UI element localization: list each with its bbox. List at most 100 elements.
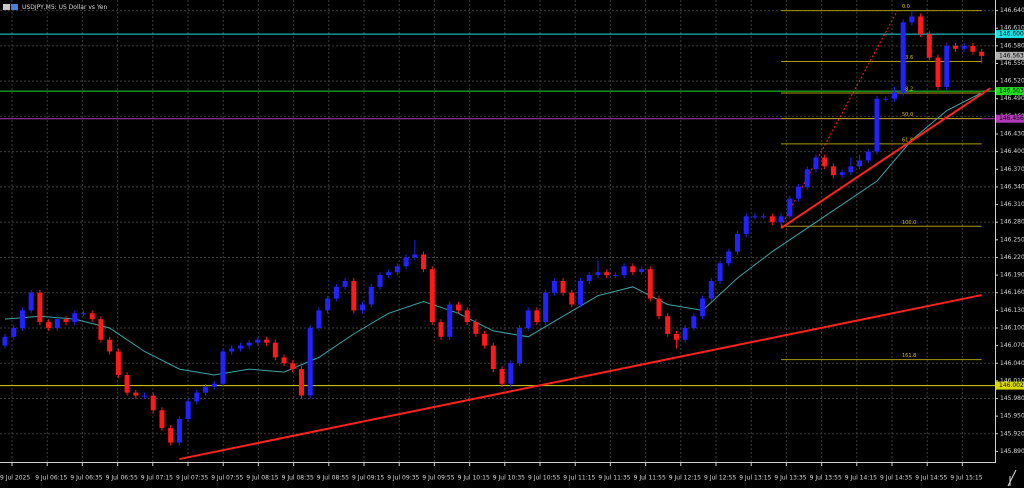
y-tick-label: 145.950 [1000, 413, 1024, 420]
fibo-label: 61.8 [902, 137, 913, 143]
y-tick-label: 146.610 [1000, 25, 1024, 32]
x-tick-label: 9 Jul 07:55 [211, 475, 243, 482]
x-tick-label: 9 Jul 08:15 [246, 475, 278, 482]
level-price-box [996, 87, 1024, 96]
x-tick-label: 9 Jul 10:55 [528, 475, 560, 482]
level-price-label: 146.456 [999, 115, 1024, 122]
y-tick-label: 146.310 [1000, 201, 1024, 208]
candle-body [211, 383, 217, 387]
candle-body [796, 186, 802, 199]
candle-body [822, 157, 828, 167]
level-price-label: 146.002 [999, 382, 1024, 389]
candle-body [63, 319, 69, 323]
candle-body [787, 198, 793, 217]
x-tick-label: 9 Jul 10:35 [493, 475, 525, 482]
candle-body [2, 336, 8, 346]
current-price-box [996, 51, 1024, 60]
candle-body [804, 169, 810, 187]
x-tick-label: 9 Jul 09:15 [352, 475, 384, 482]
x-tick-label: 9 Jul 14:35 [880, 475, 912, 482]
y-tick-label: 146.220 [1000, 254, 1024, 261]
candle-body [403, 257, 409, 267]
chart-title: USDJPY,M5: US Dollar vs Yen [22, 4, 107, 11]
candle-body [534, 310, 540, 323]
candle-body [682, 327, 688, 340]
fibo-label: 100.0 [902, 220, 916, 226]
x-tick-label: 9 Jul 13:55 [810, 475, 842, 482]
candle-body [89, 313, 95, 320]
candle-body [865, 151, 871, 161]
trend-line [179, 294, 982, 461]
y-tick-label: 146.640 [1000, 7, 1024, 14]
moving-average [4, 92, 982, 376]
candle-body [316, 310, 322, 328]
fibo-label: 23.6 [902, 55, 913, 61]
candle-body [551, 280, 557, 293]
candle-body [700, 298, 706, 317]
candle-body [961, 45, 967, 49]
corner-icon [1007, 469, 1017, 487]
candle-body [455, 304, 461, 311]
candle-body [176, 419, 182, 443]
y-tick-label: 145.920 [1000, 430, 1024, 437]
candle-body [203, 386, 209, 393]
y-tick-label: 145.980 [1000, 395, 1024, 402]
candle-body [464, 310, 470, 323]
candle-body [421, 254, 427, 270]
candle-body [246, 342, 252, 346]
candle-body [159, 410, 165, 428]
candle-body [394, 266, 400, 273]
level-price-label: 146.600 [999, 31, 1024, 38]
candle-body [970, 45, 976, 52]
candle-body [412, 254, 418, 258]
candle-body [333, 286, 339, 299]
candle-body [665, 316, 671, 334]
x-tick-label: 9 Jul 06:35 [70, 475, 102, 482]
candle-body [142, 395, 148, 397]
candle-body [839, 172, 845, 176]
candle-body [639, 269, 645, 273]
candle-body [769, 216, 775, 223]
x-tick-label: 9 Jul 13:35 [774, 475, 806, 482]
candle-body [482, 333, 488, 346]
y-tick-label: 146.250 [1000, 236, 1024, 243]
candle-body [569, 292, 575, 305]
candle-body [883, 98, 889, 100]
current-price-label: 146.563 [999, 52, 1024, 59]
candle-body [944, 45, 950, 87]
candle-body [229, 348, 235, 352]
level-price-box [996, 381, 1024, 390]
x-tick-label: 9 Jul 12:55 [704, 475, 736, 482]
x-tick-label: 9 Jul 06:15 [35, 475, 67, 482]
x-tick-label: 9 Jul 11:35 [598, 475, 630, 482]
candle-body [560, 280, 566, 293]
candle-body [604, 272, 610, 276]
candle-body [952, 45, 958, 49]
x-tick-label: 9 Jul 12:15 [669, 475, 701, 482]
y-tick-label: 146.520 [1000, 78, 1024, 85]
x-tick-label: 9 Jul 08:55 [317, 475, 349, 482]
candle-body [918, 16, 924, 35]
candle-body [351, 280, 357, 311]
x-tick-label: 9 Jul 06:55 [106, 475, 138, 482]
x-tick-label: 9 Jul 14:55 [915, 475, 947, 482]
y-tick-label: 146.280 [1000, 219, 1024, 226]
fibo-label: 50.0 [902, 112, 913, 118]
y-tick-label: 146.550 [1000, 60, 1024, 67]
candle-body [778, 216, 784, 223]
candle-body [543, 292, 549, 323]
x-tick-label: 9 Jul 07:15 [141, 475, 173, 482]
candle-body [11, 327, 17, 337]
candle-body [612, 275, 618, 277]
candle-body [691, 316, 697, 328]
candle-body [857, 160, 863, 167]
candle-body [237, 345, 243, 349]
candle-body [325, 298, 331, 311]
candle-body [752, 216, 758, 218]
fibo-label: 161.8 [902, 353, 916, 359]
x-tick-label: 9 Jul 09:55 [422, 475, 454, 482]
y-tick-label: 146.340 [1000, 183, 1024, 190]
candle-body [150, 395, 156, 411]
candle-body [368, 286, 374, 305]
candle-body [98, 319, 104, 340]
